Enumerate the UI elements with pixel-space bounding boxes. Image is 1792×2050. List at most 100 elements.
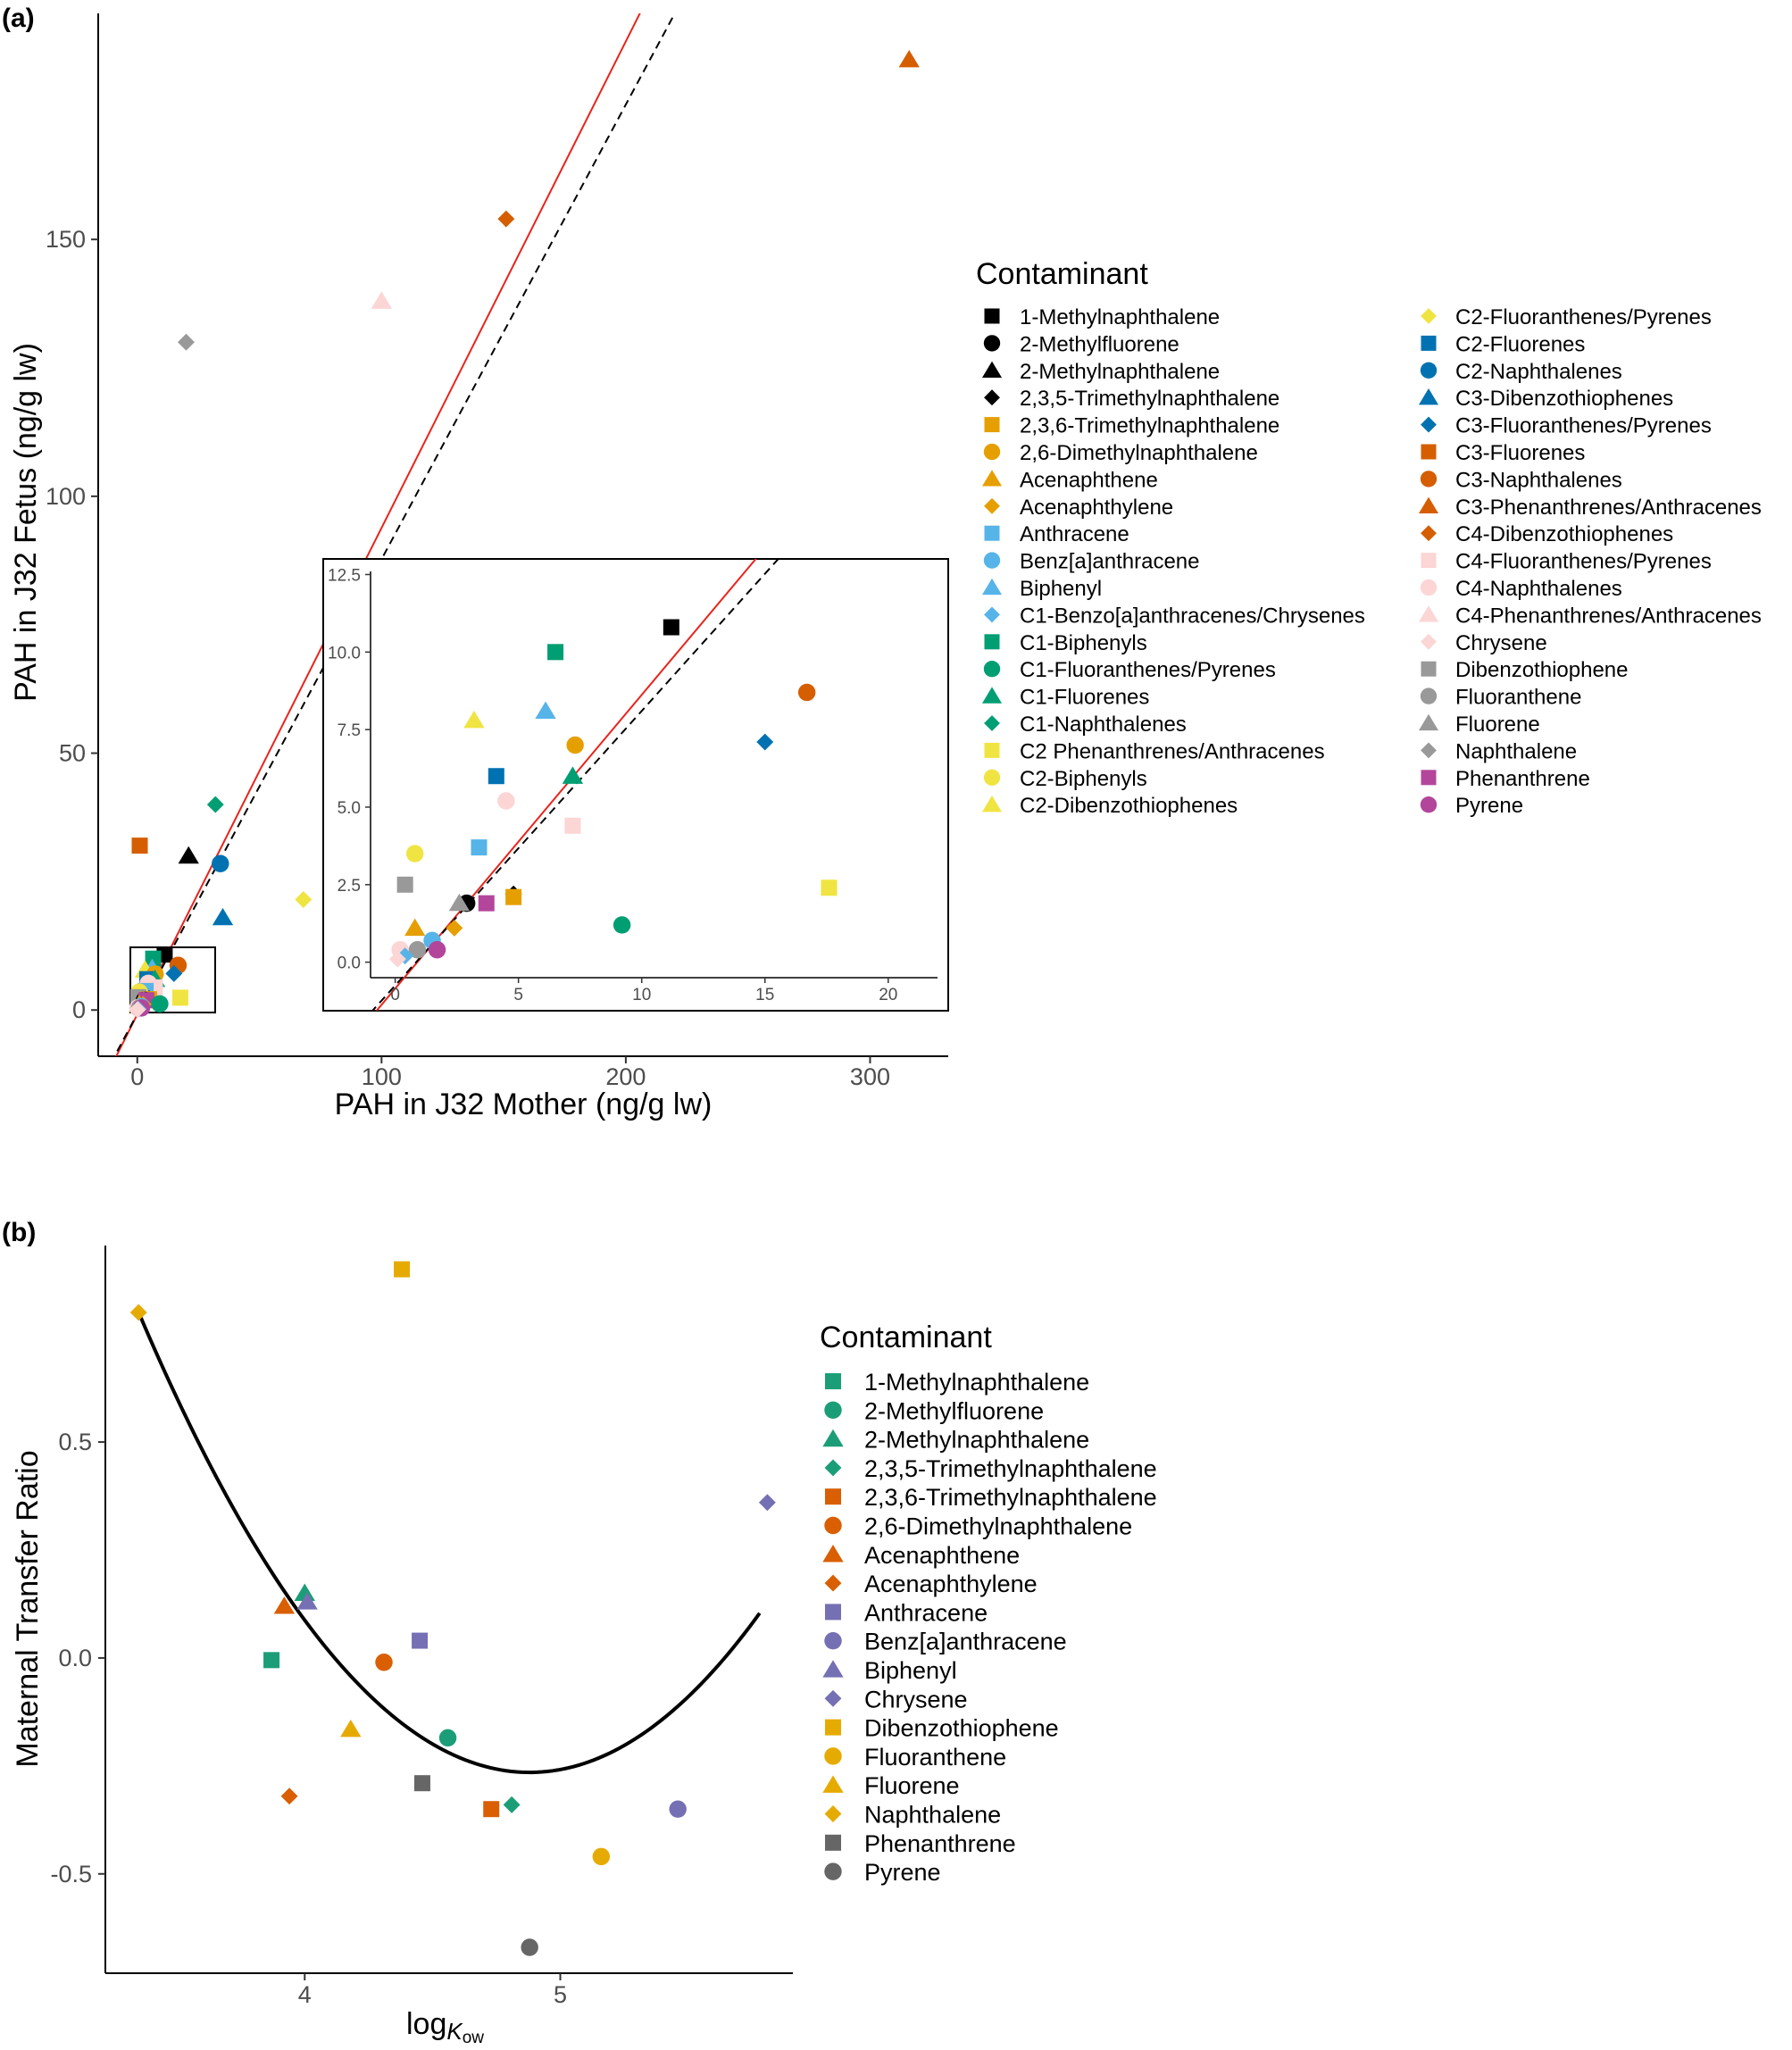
legend-b-key-acenaphthene <box>822 1545 844 1562</box>
point-b-2-methylnaphthalene <box>294 1583 315 1602</box>
legend-a-key-c2-fluorenes <box>1421 335 1437 351</box>
panel-b-y-tick-label: 0.5 <box>58 1429 92 1455</box>
legend-a-label: C1-Biphenyls <box>1020 631 1147 655</box>
point-b-acenaphthylene <box>280 1788 298 1805</box>
point-b-benz-a-anthracene <box>669 1800 687 1818</box>
legend-a-key-benz-a-anthracene <box>983 552 1001 569</box>
point-b-biphenyl <box>296 1592 318 1610</box>
legend-a-key-c4-fluoranthenes-pyrenes <box>1421 553 1437 569</box>
point-c3-fluoranthenes-pyrenes <box>165 964 183 982</box>
x-title-ow: ow <box>463 2029 485 2047</box>
point-b-anthracene <box>412 1632 429 1649</box>
panel-b-x-axis-title: logKow <box>406 2007 484 2047</box>
legend-a-key-c1-benzo-a-anthracenes-chrysenes <box>984 606 1000 623</box>
legend-a-label: 2-Methylfluorene <box>1020 332 1179 356</box>
legend-a-label: C1-Benzo[a]anthracenes/Chrysenes <box>1020 604 1365 628</box>
legend-a-key-c3-fluorenes <box>1421 444 1437 460</box>
inset-y-tick-label: 5.0 <box>338 799 361 818</box>
point-b-acenaphthene <box>273 1596 296 1614</box>
legend-a-label: 2-Methylnaphthalene <box>1020 360 1220 384</box>
panel-a-inset: 0 5 10 15 20 0.0 2.5 5.0 7.5 10.0 12.5 <box>322 558 949 1012</box>
legend-a-key-2-3-6-trimethylnaphthalene <box>984 417 1000 433</box>
legend-a-key-c4-dibenzothiophenes <box>1421 525 1437 542</box>
panel-b-fit-curve <box>137 1311 762 1775</box>
point-b-chrysene <box>758 1494 776 1512</box>
legend-a-label: Benz[a]anthracene <box>1020 550 1199 574</box>
inset-point-fluorene <box>448 893 471 912</box>
inset-point-c2-fluorenes <box>488 768 504 785</box>
inset-point-acenaphthene <box>404 918 426 937</box>
legend-b-key-dibenzothiophene <box>825 1719 841 1736</box>
panel-a-label: (a) <box>2 4 35 33</box>
point-b-phenanthrene <box>413 1775 430 1792</box>
inset-point-fluoranthene <box>408 941 427 959</box>
legend-a-key-2-methylnaphthalene <box>981 361 1003 378</box>
point-chrysene <box>129 1001 146 1019</box>
legend-b-key-acenaphthylene <box>824 1574 842 1592</box>
legend-a-label: C3-Phenanthrenes/Anthracenes <box>1455 496 1762 520</box>
legend-a-key-c3-naphthalenes <box>1420 471 1438 488</box>
inset-x-tick-label: 20 <box>879 986 897 1004</box>
inset-point-c1-fluoranthenes-pyrenes <box>613 916 631 934</box>
point-c3-phenanthrenes-anthracenes <box>898 49 920 68</box>
legend-a-key-1-methylnaphthalene <box>984 308 1000 324</box>
zoom-region-box <box>129 946 216 1013</box>
legend-a-key-acenaphthylene <box>984 497 1000 514</box>
panel-a-x-tick-label: 0 <box>130 1063 144 1090</box>
legend-a-key-dibenzothiophene <box>1421 661 1437 677</box>
point-b-2-3-5-trimethylnaphthalene <box>503 1796 521 1813</box>
panel-a-one-to-one-line <box>113 13 676 1056</box>
legend-a-key-c3-fluoranthenes-pyrenes <box>1421 416 1437 433</box>
panel-b-x-tick-label: 5 <box>554 1981 567 2008</box>
legend-a-label: C3-Fluoranthenes/Pyrenes <box>1455 414 1712 438</box>
legend-a-label: 2,3,6-Trimethylnaphthalene <box>1020 414 1279 438</box>
legend-a-label: C3-Naphthalenes <box>1455 468 1622 492</box>
inset-point-c1-fluorenes <box>562 766 584 784</box>
panel-b-y-tick-label: -0.5 <box>50 1861 92 1888</box>
legend-b-key-2-3-6-trimethylnaphthalene <box>825 1488 841 1505</box>
panel-a-y-tick-label: 100 <box>46 483 86 510</box>
x-title-k: K <box>446 2018 463 2045</box>
legend-b-key-benz-a-anthracene <box>824 1631 842 1650</box>
legend-a-label: C2-Biphenyls <box>1020 767 1147 791</box>
legend-a-label: 2,3,5-Trimethylnaphthalene <box>1020 387 1279 411</box>
inset-point-phenanthrene <box>478 895 495 912</box>
panel-a-legend-title: Contaminant <box>976 257 1148 291</box>
legend-a-key-c2-dibenzothiophenes <box>981 796 1003 812</box>
point-c2-phenanthrenes-anthracenes <box>171 989 188 1006</box>
point-b-pyrene <box>521 1938 538 1956</box>
legend-b-key-chrysene <box>824 1689 842 1707</box>
panel-a-x-axis-title: PAH in J32 Mother (ng/g lw) <box>335 1088 713 1121</box>
legend-a-label: Biphenyl <box>1020 577 1102 601</box>
point-b-dibenzothiophene <box>394 1261 411 1278</box>
legend-b-label: 2,6-Dimethylnaphthalene <box>864 1513 1132 1540</box>
legend-a-key-chrysene <box>1421 633 1437 650</box>
legend-b-label: Anthracene <box>864 1599 988 1626</box>
inset-point-c4-fluoranthenes-pyrenes <box>564 817 581 834</box>
legend-a-label: Fluorene <box>1455 712 1540 737</box>
inset-point-acenaphthylene <box>446 919 463 937</box>
legend-a-label: C1-Naphthalenes <box>1020 712 1187 737</box>
legend-a-key-pyrene <box>1420 796 1438 813</box>
panel-a-x-tick-label: 200 <box>605 1063 646 1090</box>
panel-a-x-tick-label: 300 <box>850 1063 890 1090</box>
inset-y-tick-label: 7.5 <box>338 721 361 740</box>
legend-a-label: Phenanthrene <box>1455 767 1590 791</box>
legend-b-label: 2,3,6-Trimethylnaphthalene <box>864 1484 1157 1511</box>
point-naphthalene <box>178 333 195 351</box>
legend-b-label: Biphenyl <box>864 1657 957 1684</box>
point-b-naphthalene <box>129 1304 147 1321</box>
legend-a-label: Chrysene <box>1455 631 1547 655</box>
point-c2-naphthalenes <box>212 854 229 872</box>
legend-a-key-2-3-5-trimethylnaphthalene <box>984 389 1000 406</box>
legend-b-key-2-3-5-trimethylnaphthalene <box>824 1459 842 1477</box>
legend-a-key-2-6-dimethylnaphthalene <box>983 443 1001 461</box>
panel-b-x-tick-label: 4 <box>298 1981 312 2008</box>
inset-y-tick-label: 12.5 <box>328 566 361 585</box>
panel-b-label: (b) <box>2 1218 36 1247</box>
inset-x-tick-label: 0 <box>390 986 400 1004</box>
legend-a-label: 2,6-Dimethylnaphthalene <box>1020 441 1258 465</box>
inset-x-tick-label: 15 <box>755 986 774 1004</box>
